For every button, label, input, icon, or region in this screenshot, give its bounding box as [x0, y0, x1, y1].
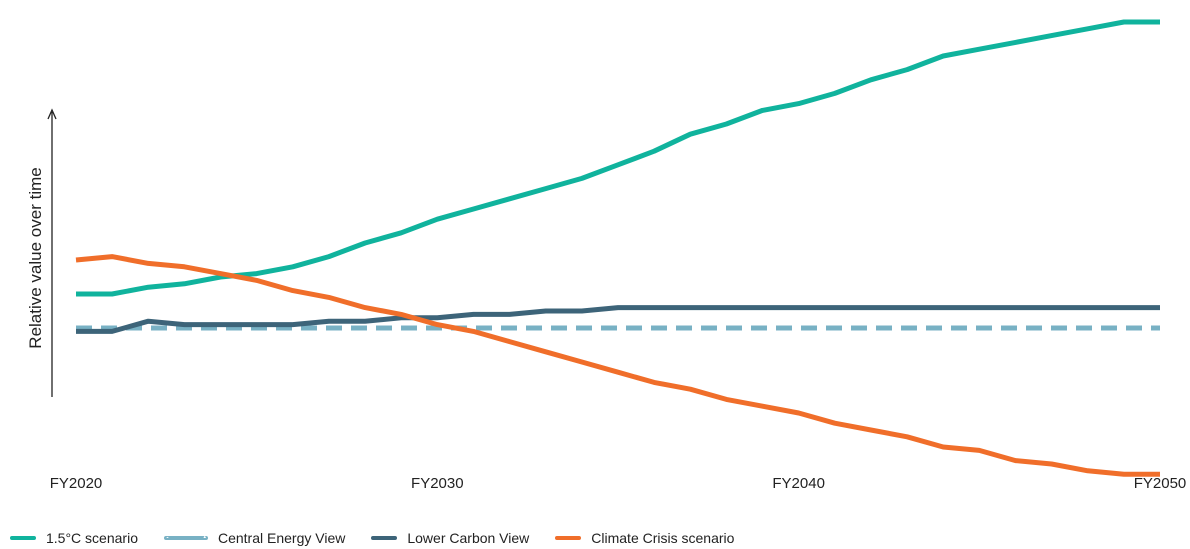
legend-label: Central Energy View: [217, 530, 346, 546]
legend-swatch: [163, 536, 208, 540]
legend-label: Climate Crisis scenario: [591, 530, 735, 546]
legend-swatch: [10, 536, 36, 540]
legend-swatch: [555, 536, 582, 540]
chart-legend: 1.5°C scenario Central Energy View Lower C…: [10, 528, 760, 548]
x-tick-label: FY2050: [1134, 475, 1187, 492]
x-tick-label: FY2040: [772, 475, 825, 492]
legend-item: 1.5°C scenario: [10, 530, 138, 546]
legend-swatch: [371, 536, 398, 540]
legend-label: Lower Carbon View: [407, 530, 530, 546]
series-line-lower-carbon-view: [76, 305, 1160, 334]
x-tick-label: FY2030: [411, 475, 464, 492]
x-tick-label: FY2020: [50, 475, 103, 492]
series-line-1-5-c-scenario: [76, 19, 1160, 297]
legend-item: Lower Carbon View: [371, 530, 529, 546]
legend-item: Climate Crisis scenario: [555, 530, 734, 546]
y-axis-label: Relative value over time: [26, 167, 45, 348]
legend-item: Central Energy View: [163, 530, 346, 546]
legend-label: 1.5°C scenario: [46, 530, 138, 546]
line-chart: Relative value over time FY2020 FY2030 FY2…: [26, 19, 1187, 492]
series-line-climate-crisis-scenario: [75, 254, 1160, 477]
y-axis-arrow-icon: [47, 108, 57, 120]
